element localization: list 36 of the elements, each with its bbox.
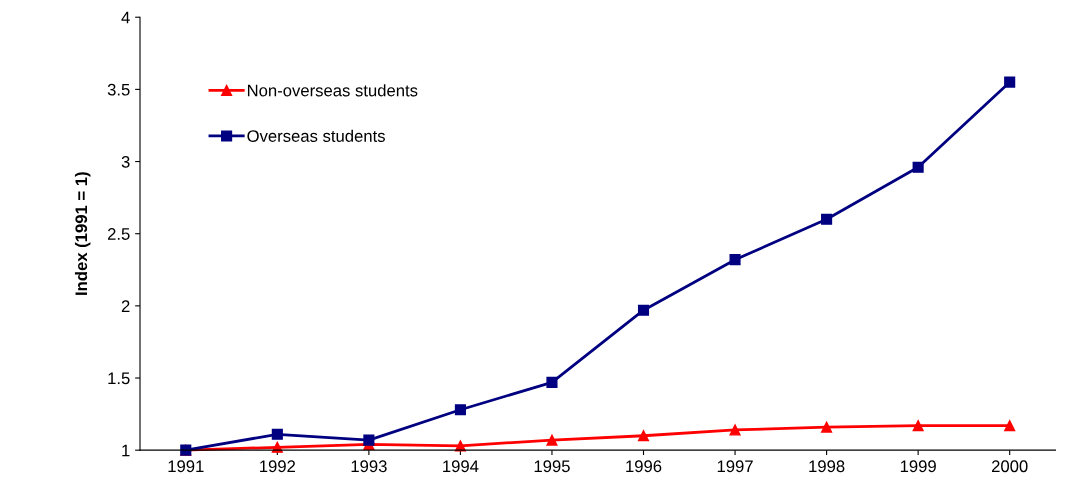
y-tick-label: 4 [121,11,130,24]
point [637,430,650,442]
y-tick-label: 3 [121,155,130,168]
point [546,434,558,446]
legend-label: Non-overseas students [247,84,418,97]
point [912,420,924,432]
point [271,428,283,440]
point [912,161,924,173]
x-tick-label: 1999 [900,460,936,473]
x-tick-label: 1995 [534,460,570,473]
point [821,421,833,433]
y-tick-label: 2.5 [107,228,130,240]
point [637,304,650,316]
x-tick-label: 1993 [351,460,387,473]
y-tick-label: 1 [122,444,130,457]
x-tick-label: 1998 [809,460,845,473]
x-tick-label: 1994 [443,460,479,473]
y-axis-title: Index (1991 = 1) [74,172,91,295]
point [271,441,283,453]
x-tick-label: 2000 [991,460,1028,473]
point [729,254,741,266]
point [546,376,558,388]
x-tick-label: 1997 [717,460,753,473]
point [454,404,466,416]
y-tick-label: 3.5 [107,83,130,96]
y-tick-label: 1.5 [108,372,130,385]
x-tick-label: 1992 [260,460,296,473]
x-tick-label: 1996 [626,460,662,473]
point [1004,420,1016,432]
x-tick-label: 1991 [168,460,204,473]
y-tick-label: 2 [121,300,130,312]
point [1004,76,1016,88]
point [363,434,375,446]
point [729,424,741,436]
legend-label: Overseas students [247,129,385,142]
point [821,213,833,225]
